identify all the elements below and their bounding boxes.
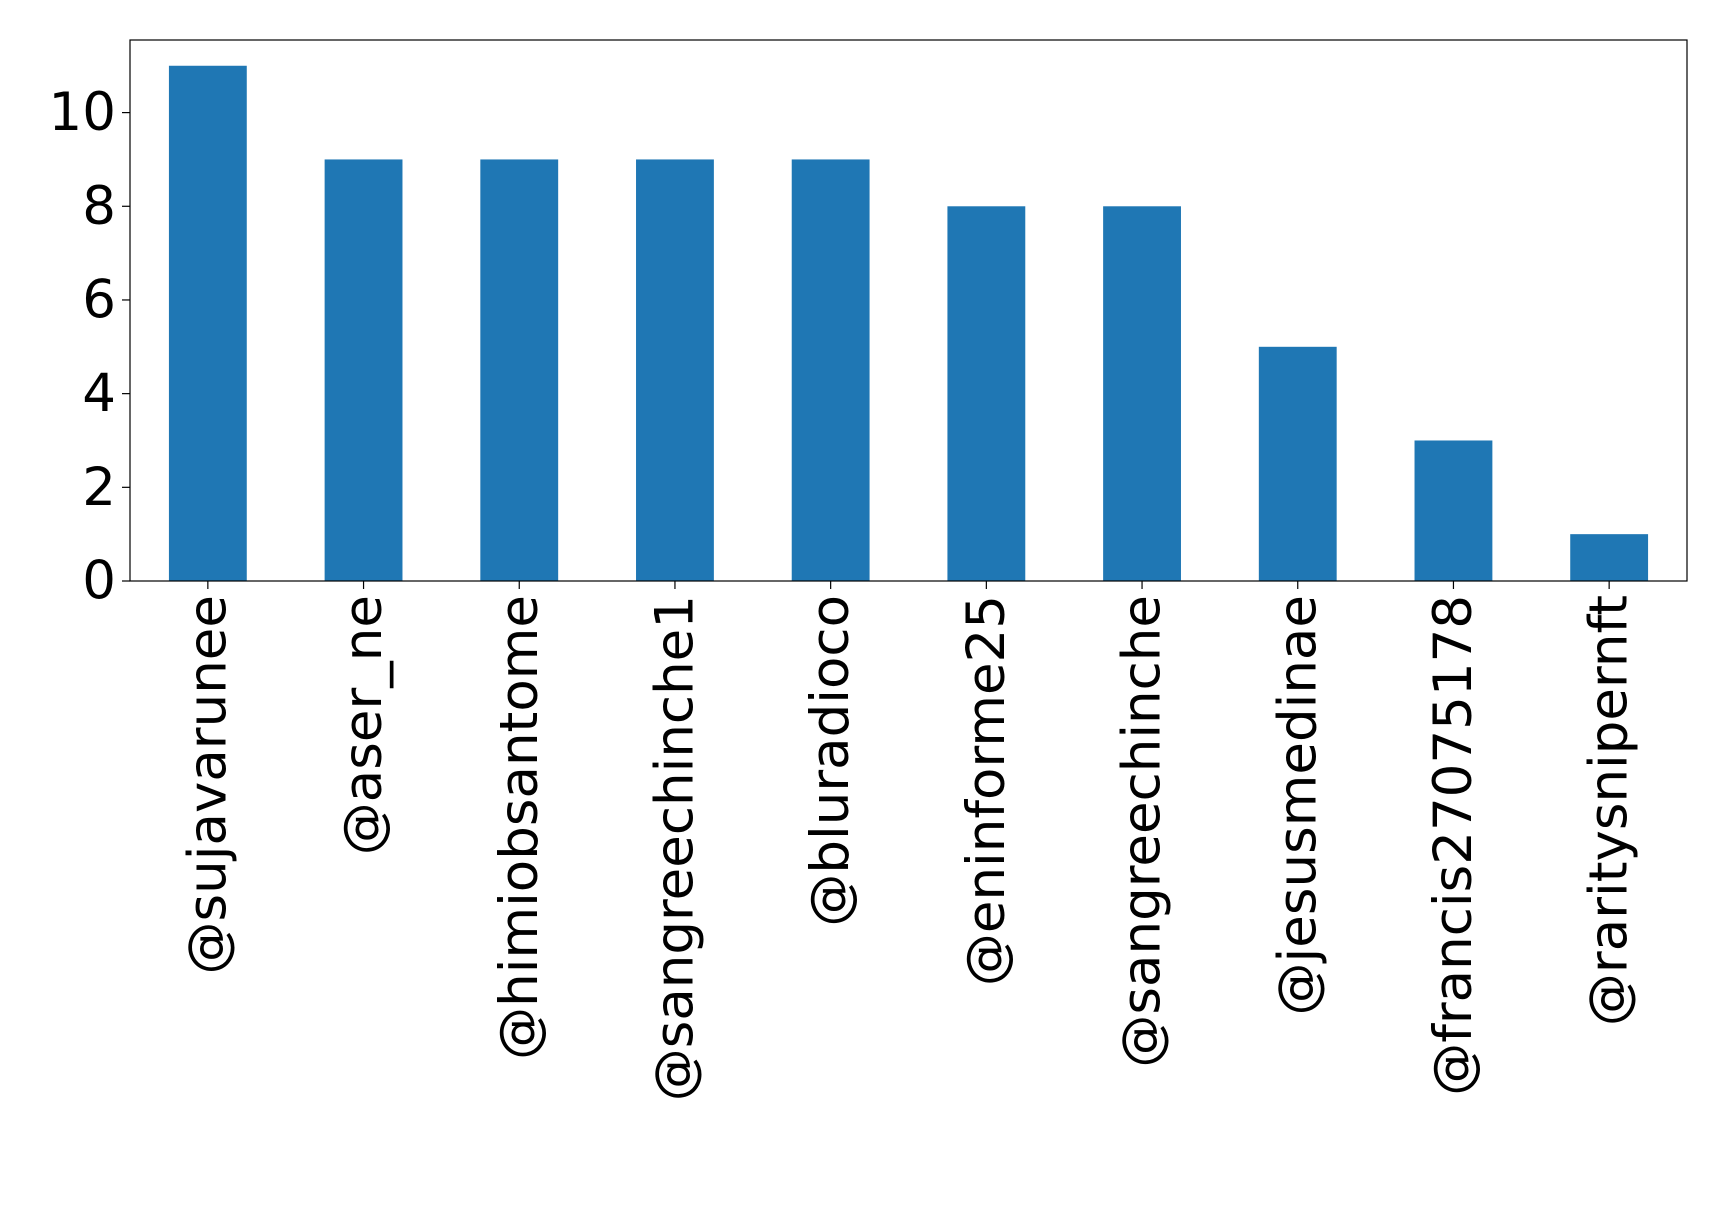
bar [1414, 440, 1493, 581]
x-tick-label: @bluradioco [800, 595, 861, 927]
bar [791, 159, 870, 581]
x-tick-label: @raritysnipernft [1579, 595, 1640, 1026]
x-tick-label: @francis27075178 [1423, 595, 1484, 1096]
bar [1570, 534, 1649, 581]
x-tick-label: @aser_ne [333, 595, 394, 855]
y-tick-label: 10 [49, 82, 116, 143]
x-tick-label: @sujavarunee [177, 595, 238, 974]
x-tick-label: @himiobsantome [489, 595, 550, 1060]
y-tick-label: 6 [82, 269, 116, 330]
y-tick-label: 0 [82, 551, 116, 612]
x-tick-label: @sangreechinche1 [644, 595, 705, 1101]
y-tick-label: 2 [82, 457, 116, 518]
y-tick-label: 8 [82, 176, 116, 237]
bar [480, 159, 559, 581]
x-tick-label: @sangreechinche [1112, 595, 1173, 1068]
bar [636, 159, 714, 581]
bar [947, 206, 1026, 582]
plot-frame [129, 39, 1688, 582]
x-tick-label: @eninforme25 [956, 595, 1017, 986]
x-tick-label: @jesusmedinae [1267, 595, 1328, 1015]
y-tick-label: 4 [82, 363, 116, 424]
bar [324, 159, 403, 581]
bar [1258, 346, 1337, 581]
bar [168, 65, 247, 581]
bar [1103, 206, 1181, 582]
